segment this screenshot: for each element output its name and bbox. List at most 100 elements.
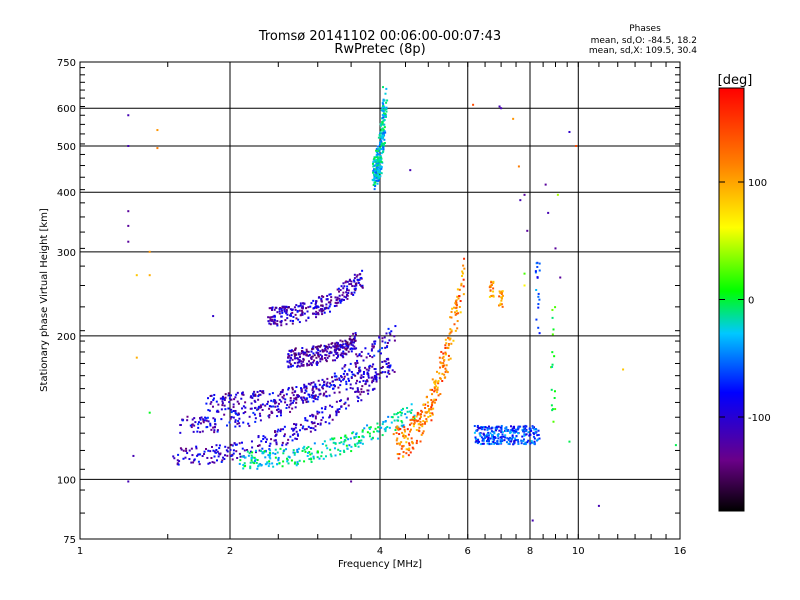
data-point: [315, 310, 318, 313]
data-point: [311, 348, 314, 351]
data-point: [273, 439, 276, 442]
data-point: [395, 439, 398, 442]
data-point: [179, 423, 182, 426]
data-point: [318, 383, 321, 386]
data-point: [352, 279, 355, 282]
data-point: [189, 424, 192, 427]
data-point: [375, 376, 378, 379]
data-point: [355, 390, 358, 393]
data-point: [249, 407, 252, 410]
data-point: [283, 310, 286, 313]
data-point: [334, 348, 337, 351]
data-point: [387, 415, 390, 418]
data-point: [330, 455, 333, 458]
data-point: [291, 386, 294, 389]
data-point: [322, 457, 325, 460]
data-point: [361, 284, 364, 287]
data-point: [274, 306, 277, 309]
data-point: [307, 445, 310, 448]
data-point: [207, 420, 210, 423]
data-point: [380, 371, 383, 374]
data-point: [522, 438, 525, 441]
data-point: [511, 434, 514, 437]
data-point: [260, 464, 263, 467]
data-point: [551, 351, 554, 354]
data-point: [307, 400, 310, 403]
data-point: [234, 425, 237, 428]
data-point: [495, 427, 498, 430]
data-point: [264, 440, 267, 443]
data-point: [328, 352, 331, 355]
data-point: [215, 448, 218, 451]
data-point: [447, 358, 450, 361]
data-point: [362, 373, 365, 376]
data-point: [350, 343, 353, 346]
data-point: [228, 397, 231, 400]
data-point: [338, 377, 341, 380]
data-point: [417, 423, 420, 426]
data-point: [505, 428, 508, 431]
data-point: [334, 296, 337, 299]
data-point: [384, 92, 387, 95]
data-point: [294, 308, 297, 311]
data-point: [192, 461, 195, 464]
data-point: [367, 369, 370, 372]
data-point: [487, 440, 490, 443]
data-point: [210, 428, 213, 431]
data-point: [269, 318, 272, 321]
data-point: [447, 344, 450, 347]
data-point: [274, 402, 277, 405]
data-point: [362, 370, 365, 373]
data-point: [329, 303, 332, 306]
data-point: [534, 270, 537, 273]
data-point: [462, 293, 465, 296]
data-point: [280, 307, 283, 310]
data-point: [374, 159, 377, 162]
data-point: [337, 448, 340, 451]
data-point: [256, 445, 259, 448]
data-point: [498, 290, 501, 293]
data-point: [500, 293, 503, 296]
data-point: [373, 188, 376, 191]
data-point: [250, 457, 253, 460]
data-point: [296, 394, 299, 397]
data-point: [550, 404, 553, 407]
data-point: [383, 360, 386, 363]
data-point: [382, 103, 385, 106]
data-point: [286, 317, 289, 320]
data-point: [282, 452, 285, 455]
data-point: [356, 388, 359, 391]
data-point: [307, 350, 310, 353]
data-point: [348, 283, 351, 286]
y-tick-label: 500: [57, 142, 76, 153]
data-point: [265, 462, 268, 465]
data-points: [127, 86, 677, 522]
data-point: [371, 381, 374, 384]
data-point: [450, 330, 453, 333]
data-point: [500, 431, 503, 434]
data-point: [383, 336, 386, 339]
data-point: [213, 393, 216, 396]
data-point: [324, 405, 327, 408]
data-point: [228, 401, 231, 404]
data-point: [381, 347, 384, 350]
data-point: [334, 345, 337, 348]
data-point: [268, 393, 271, 396]
data-point: [376, 167, 379, 170]
data-point: [188, 449, 191, 452]
data-point: [440, 362, 443, 365]
data-point: [234, 409, 237, 412]
data-point: [323, 307, 326, 310]
data-point: [316, 352, 319, 355]
data-point: [461, 274, 464, 277]
data-point: [301, 427, 304, 430]
data-point: [382, 148, 385, 151]
data-point: [446, 371, 449, 374]
data-point: [399, 411, 402, 414]
data-point: [504, 427, 507, 430]
data-point: [444, 352, 447, 355]
data-point: [235, 450, 238, 453]
data-point: [424, 403, 427, 406]
data-point: [489, 289, 492, 292]
data-point: [361, 429, 364, 432]
